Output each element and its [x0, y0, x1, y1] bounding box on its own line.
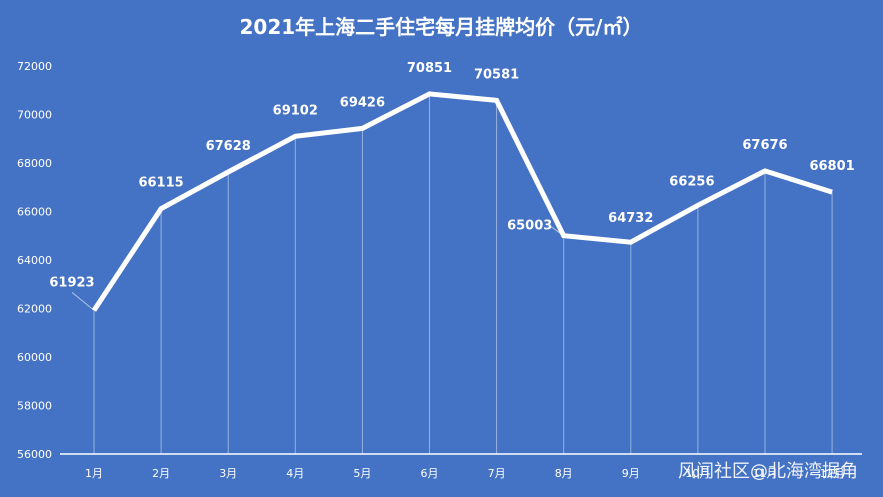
data-label: 66115	[138, 176, 183, 191]
x-axis: 1月 2月 3月 4月 5月 6月 7月 8月 9月 10月 11月 12月	[85, 467, 845, 480]
data-labels: 61923 66115 67628 69102 69426 70851 70581 65003…	[49, 61, 855, 311]
y-tick-label: 60000	[17, 351, 52, 364]
data-label: 67676	[742, 138, 787, 153]
data-label: 67628	[206, 139, 251, 154]
data-label: 65003	[507, 219, 552, 234]
x-tick-label: 10月	[685, 467, 710, 480]
x-tick-label: 6月	[421, 467, 439, 480]
data-label: 66801	[809, 159, 854, 174]
x-tick-label: 11月	[753, 467, 778, 480]
data-label: 70851	[407, 61, 452, 76]
x-tick-label: 4月	[286, 467, 304, 480]
y-axis: 56000 58000 60000 62000 64000 66000 68000 70000…	[17, 60, 52, 461]
x-tick-label: 9月	[622, 467, 640, 480]
x-tick-label: 3月	[219, 467, 237, 480]
x-tick-label: 5月	[353, 467, 371, 480]
chart-title: 2021年上海二手住宅每月挂牌均价（元/㎡）	[240, 15, 643, 39]
y-tick-label: 62000	[17, 303, 52, 316]
y-tick-label: 56000	[17, 448, 52, 461]
watermark-text: 风闻社区@北海湾据角	[678, 461, 858, 482]
data-label: 61923	[49, 275, 94, 290]
y-tick-label: 72000	[17, 60, 52, 73]
y-tick-label: 66000	[17, 206, 52, 219]
data-label: 70581	[474, 67, 519, 82]
y-tick-label: 64000	[17, 254, 52, 267]
x-tick-label: 2月	[152, 467, 170, 480]
data-label: 69102	[273, 103, 318, 118]
data-label: 69426	[340, 95, 385, 110]
x-tick-label: 12月	[820, 467, 845, 480]
drop-lines	[93, 93, 833, 454]
x-tick-label: 1月	[85, 467, 103, 480]
label-leader-line	[71, 291, 95, 311]
y-tick-label: 58000	[17, 400, 52, 413]
y-tick-label: 68000	[17, 157, 52, 170]
label-leader-line	[549, 225, 564, 237]
data-label: 66256	[669, 174, 714, 189]
x-tick-label: 7月	[488, 467, 506, 480]
series-line	[91, 91, 833, 312]
y-tick-label: 70000	[17, 109, 52, 122]
data-label: 64732	[608, 211, 653, 226]
x-tick-label: 8月	[555, 467, 573, 480]
